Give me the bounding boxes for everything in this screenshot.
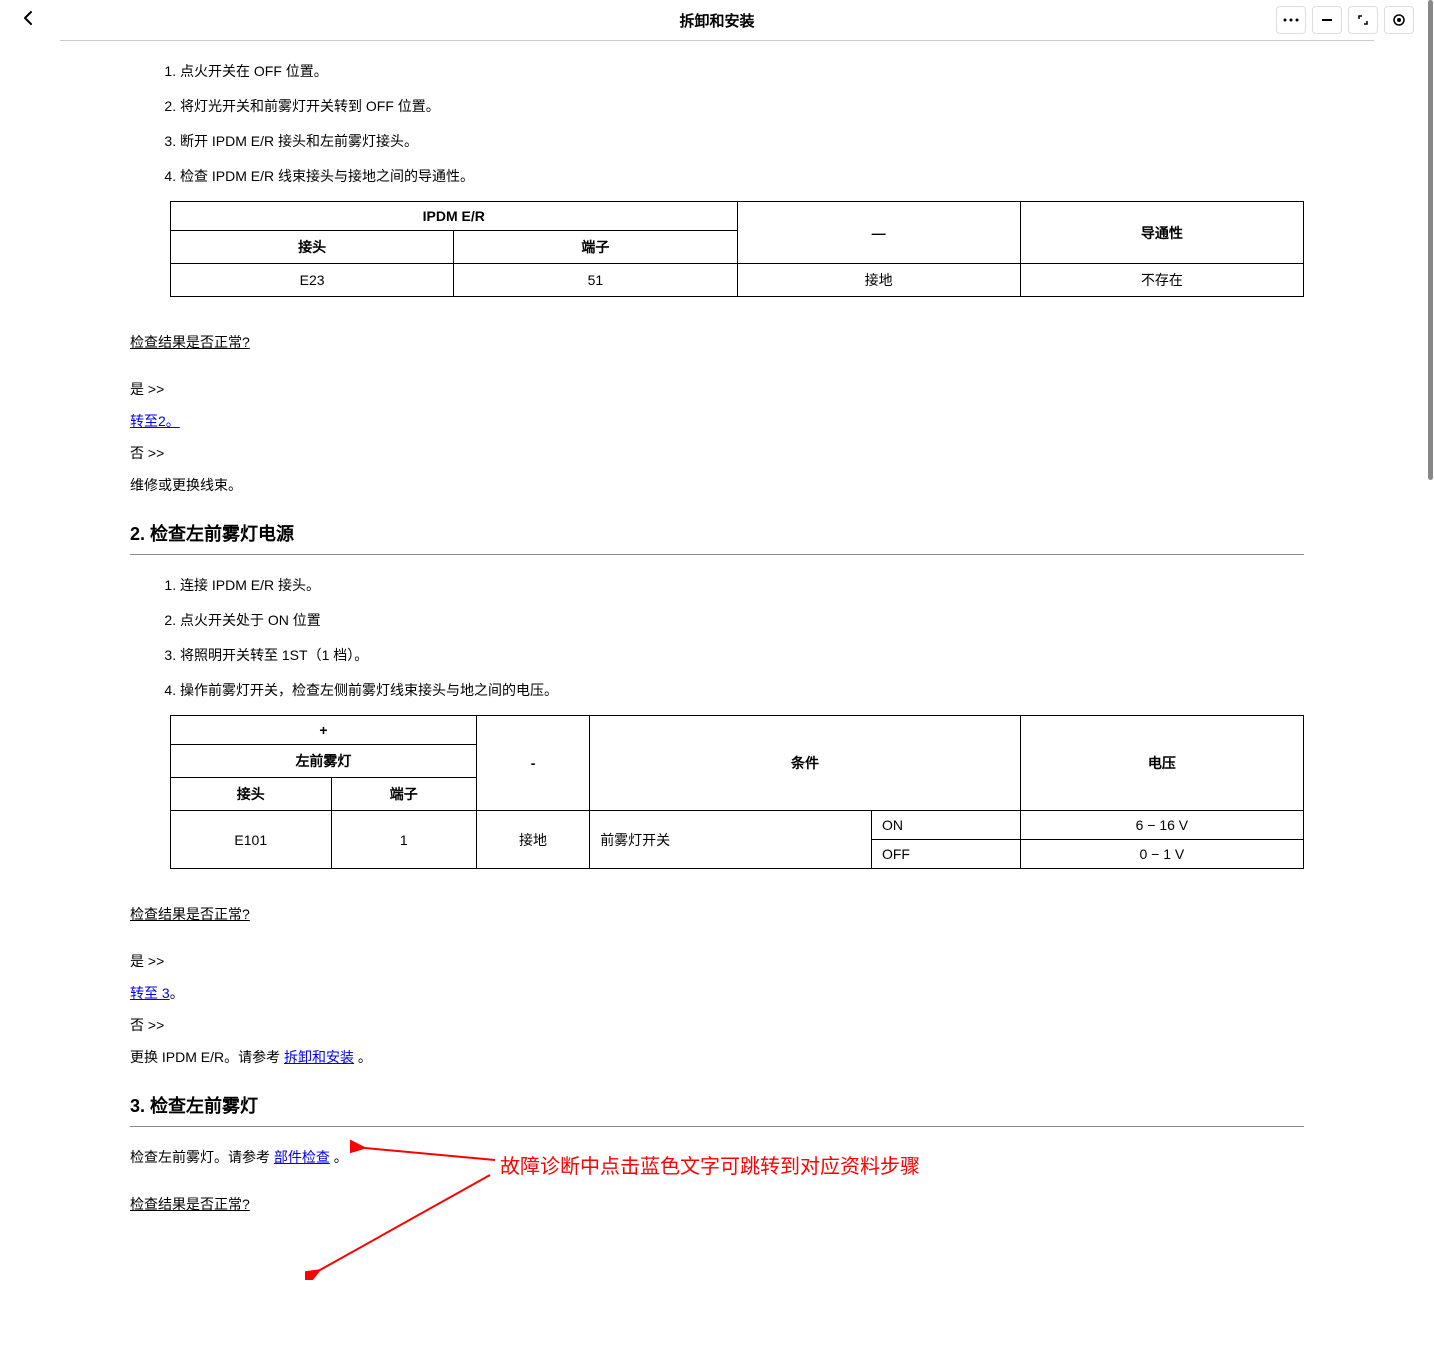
check-result-label: 检查结果是否正常? <box>130 1194 250 1214</box>
step-item: 点火开关处于 ON 位置 <box>180 610 1304 631</box>
text-suffix: 。 <box>330 1149 348 1165</box>
check-result-label: 检查结果是否正常? <box>130 904 250 924</box>
table-cell: E23 <box>171 264 454 297</box>
scrollbar-track <box>1428 0 1434 1259</box>
table-cell: 接地 <box>476 811 589 869</box>
section2-heading: 2. 检查左前雾灯电源 <box>130 520 1304 555</box>
table-cell: 0 − 1 V <box>1020 840 1303 869</box>
section1-table: IPDM E/R — 导通性 接头 端子 E23 51 接地 不存在 <box>170 201 1304 297</box>
section2-table: + - 条件 电压 左前雾灯 接头 端子 E101 1 接地 前雾灯开关 ON … <box>170 715 1304 869</box>
table-header: 左前雾灯 <box>171 745 477 778</box>
step-item: 将灯光开关和前雾灯开关转到 OFF 位置。 <box>180 96 1304 117</box>
goto-3-link[interactable]: 转至 3 <box>130 985 170 1001</box>
table-cell: E101 <box>171 811 332 869</box>
step-item: 操作前雾灯开关，检查左侧前雾灯线束接头与地之间的电压。 <box>180 680 1304 701</box>
table-cell: 接地 <box>737 264 1020 297</box>
table-header: - <box>476 716 589 811</box>
document-content: 点火开关在 OFF 位置。 将灯光开关和前雾灯开关转到 OFF 位置。 断开 I… <box>60 40 1374 1259</box>
table-header: 端子 <box>331 778 476 811</box>
goto-2-link[interactable]: 转至2。 <box>130 413 180 429</box>
target-icon[interactable] <box>1384 6 1414 34</box>
step-item: 连接 IPDM E/R 接头。 <box>180 575 1304 596</box>
step-item: 将照明开关转至 1ST（1 档）。 <box>180 645 1304 666</box>
table-cell: 51 <box>454 264 737 297</box>
table-header: IPDM E/R <box>171 202 738 231</box>
component-check-link[interactable]: 部件检查 <box>274 1149 330 1165</box>
page-title: 拆卸和安装 <box>679 10 754 31</box>
table-cell: 前雾灯开关 <box>590 811 872 869</box>
table-header: 条件 <box>590 716 1021 811</box>
table-cell: ON <box>871 811 1020 840</box>
step-item: 点火开关在 OFF 位置。 <box>180 61 1304 82</box>
table-header: 电压 <box>1020 716 1303 811</box>
table-header: — <box>737 202 1020 264</box>
table-cell: OFF <box>871 840 1020 869</box>
step-item: 检查 IPDM E/R 线束接头与接地之间的导通性。 <box>180 166 1304 187</box>
maximize-icon[interactable] <box>1348 6 1378 34</box>
no-label: 否 >> <box>130 443 1304 463</box>
minimize-icon[interactable] <box>1312 6 1342 34</box>
back-icon[interactable] <box>20 9 40 32</box>
section1-steps: 点火开关在 OFF 位置。 将灯光开关和前雾灯开关转到 OFF 位置。 断开 I… <box>130 61 1304 187</box>
disassembly-link[interactable]: 拆卸和安装 <box>284 1049 354 1065</box>
window-controls <box>1276 6 1414 34</box>
check-result-label: 检查结果是否正常? <box>130 332 250 352</box>
step-item: 断开 IPDM E/R 接头和左前雾灯接头。 <box>180 131 1304 152</box>
header-bar: 拆卸和安装 <box>0 0 1434 40</box>
section2-steps: 连接 IPDM E/R 接头。 点火开关处于 ON 位置 将照明开关转至 1ST… <box>130 575 1304 701</box>
more-icon[interactable] <box>1276 6 1306 34</box>
no-label: 否 >> <box>130 1015 1304 1035</box>
table-cell: 6 − 16 V <box>1020 811 1303 840</box>
scrollbar-thumb[interactable] <box>1428 0 1433 480</box>
table-cell: 1 <box>331 811 476 869</box>
table-header: 端子 <box>454 231 737 264</box>
text-suffix: 。 <box>170 985 184 1001</box>
table-cell: 不存在 <box>1020 264 1303 297</box>
yes-label: 是 >> <box>130 379 1304 399</box>
section3-heading: 3. 检查左前雾灯 <box>130 1092 1304 1127</box>
section3-prefix: 检查左前雾灯。请参考 <box>130 1149 274 1165</box>
text-suffix: 。 <box>354 1049 372 1065</box>
table-header: 接头 <box>171 778 332 811</box>
table-header: 接头 <box>171 231 454 264</box>
table-header: 导通性 <box>1020 202 1303 264</box>
table-header: + <box>171 716 477 745</box>
yes-label: 是 >> <box>130 951 1304 971</box>
no-prefix-text: 更换 IPDM E/R。请参考 <box>130 1049 284 1065</box>
no-action-text: 维修或更换线束。 <box>130 475 1304 495</box>
